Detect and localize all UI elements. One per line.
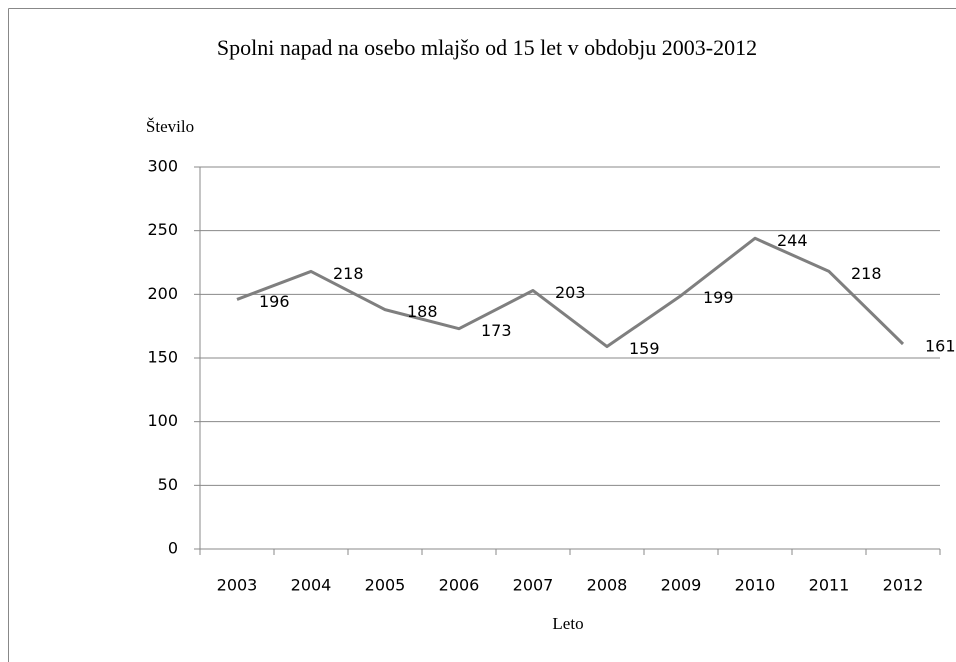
chart-title: Spolni napad na osebo mlajšo od 15 let v… bbox=[217, 35, 757, 60]
x-tick-label: 2012 bbox=[883, 576, 924, 595]
x-tick-label: 2009 bbox=[661, 576, 702, 595]
y-tick-label: 300 bbox=[147, 157, 178, 176]
x-tick-label: 2008 bbox=[587, 576, 628, 595]
y-tick-label: 100 bbox=[147, 411, 178, 430]
y-tick-label: 0 bbox=[168, 539, 178, 558]
x-tick-label: 2005 bbox=[365, 576, 406, 595]
x-tick-label: 2003 bbox=[217, 576, 258, 595]
x-tick-label: 2004 bbox=[291, 576, 332, 595]
line bbox=[236, 236, 905, 349]
data-label: 244 bbox=[777, 231, 808, 250]
data-label: 188 bbox=[407, 302, 438, 321]
data-label: 203 bbox=[555, 283, 586, 302]
data-label: 196 bbox=[259, 292, 290, 311]
y-tick-label: 50 bbox=[158, 475, 178, 494]
data-label: 161 bbox=[925, 336, 956, 355]
y-tick-label: 250 bbox=[147, 220, 178, 239]
data-label: 159 bbox=[629, 339, 660, 358]
data-label: 218 bbox=[333, 264, 364, 283]
y-tick-label: 200 bbox=[147, 284, 178, 303]
x-axis-label: Leto bbox=[552, 614, 583, 633]
data-label: 173 bbox=[481, 321, 512, 340]
y-axis-label: Število bbox=[146, 117, 194, 136]
x-tick-label: 2006 bbox=[439, 576, 480, 595]
x-tick-label: 2011 bbox=[809, 576, 850, 595]
x-tick-label: 2007 bbox=[513, 576, 554, 595]
x-tick-label: 2010 bbox=[735, 576, 776, 595]
data-label: 199 bbox=[703, 288, 734, 307]
y-tick-label: 150 bbox=[147, 348, 178, 367]
data-label: 218 bbox=[851, 264, 882, 283]
